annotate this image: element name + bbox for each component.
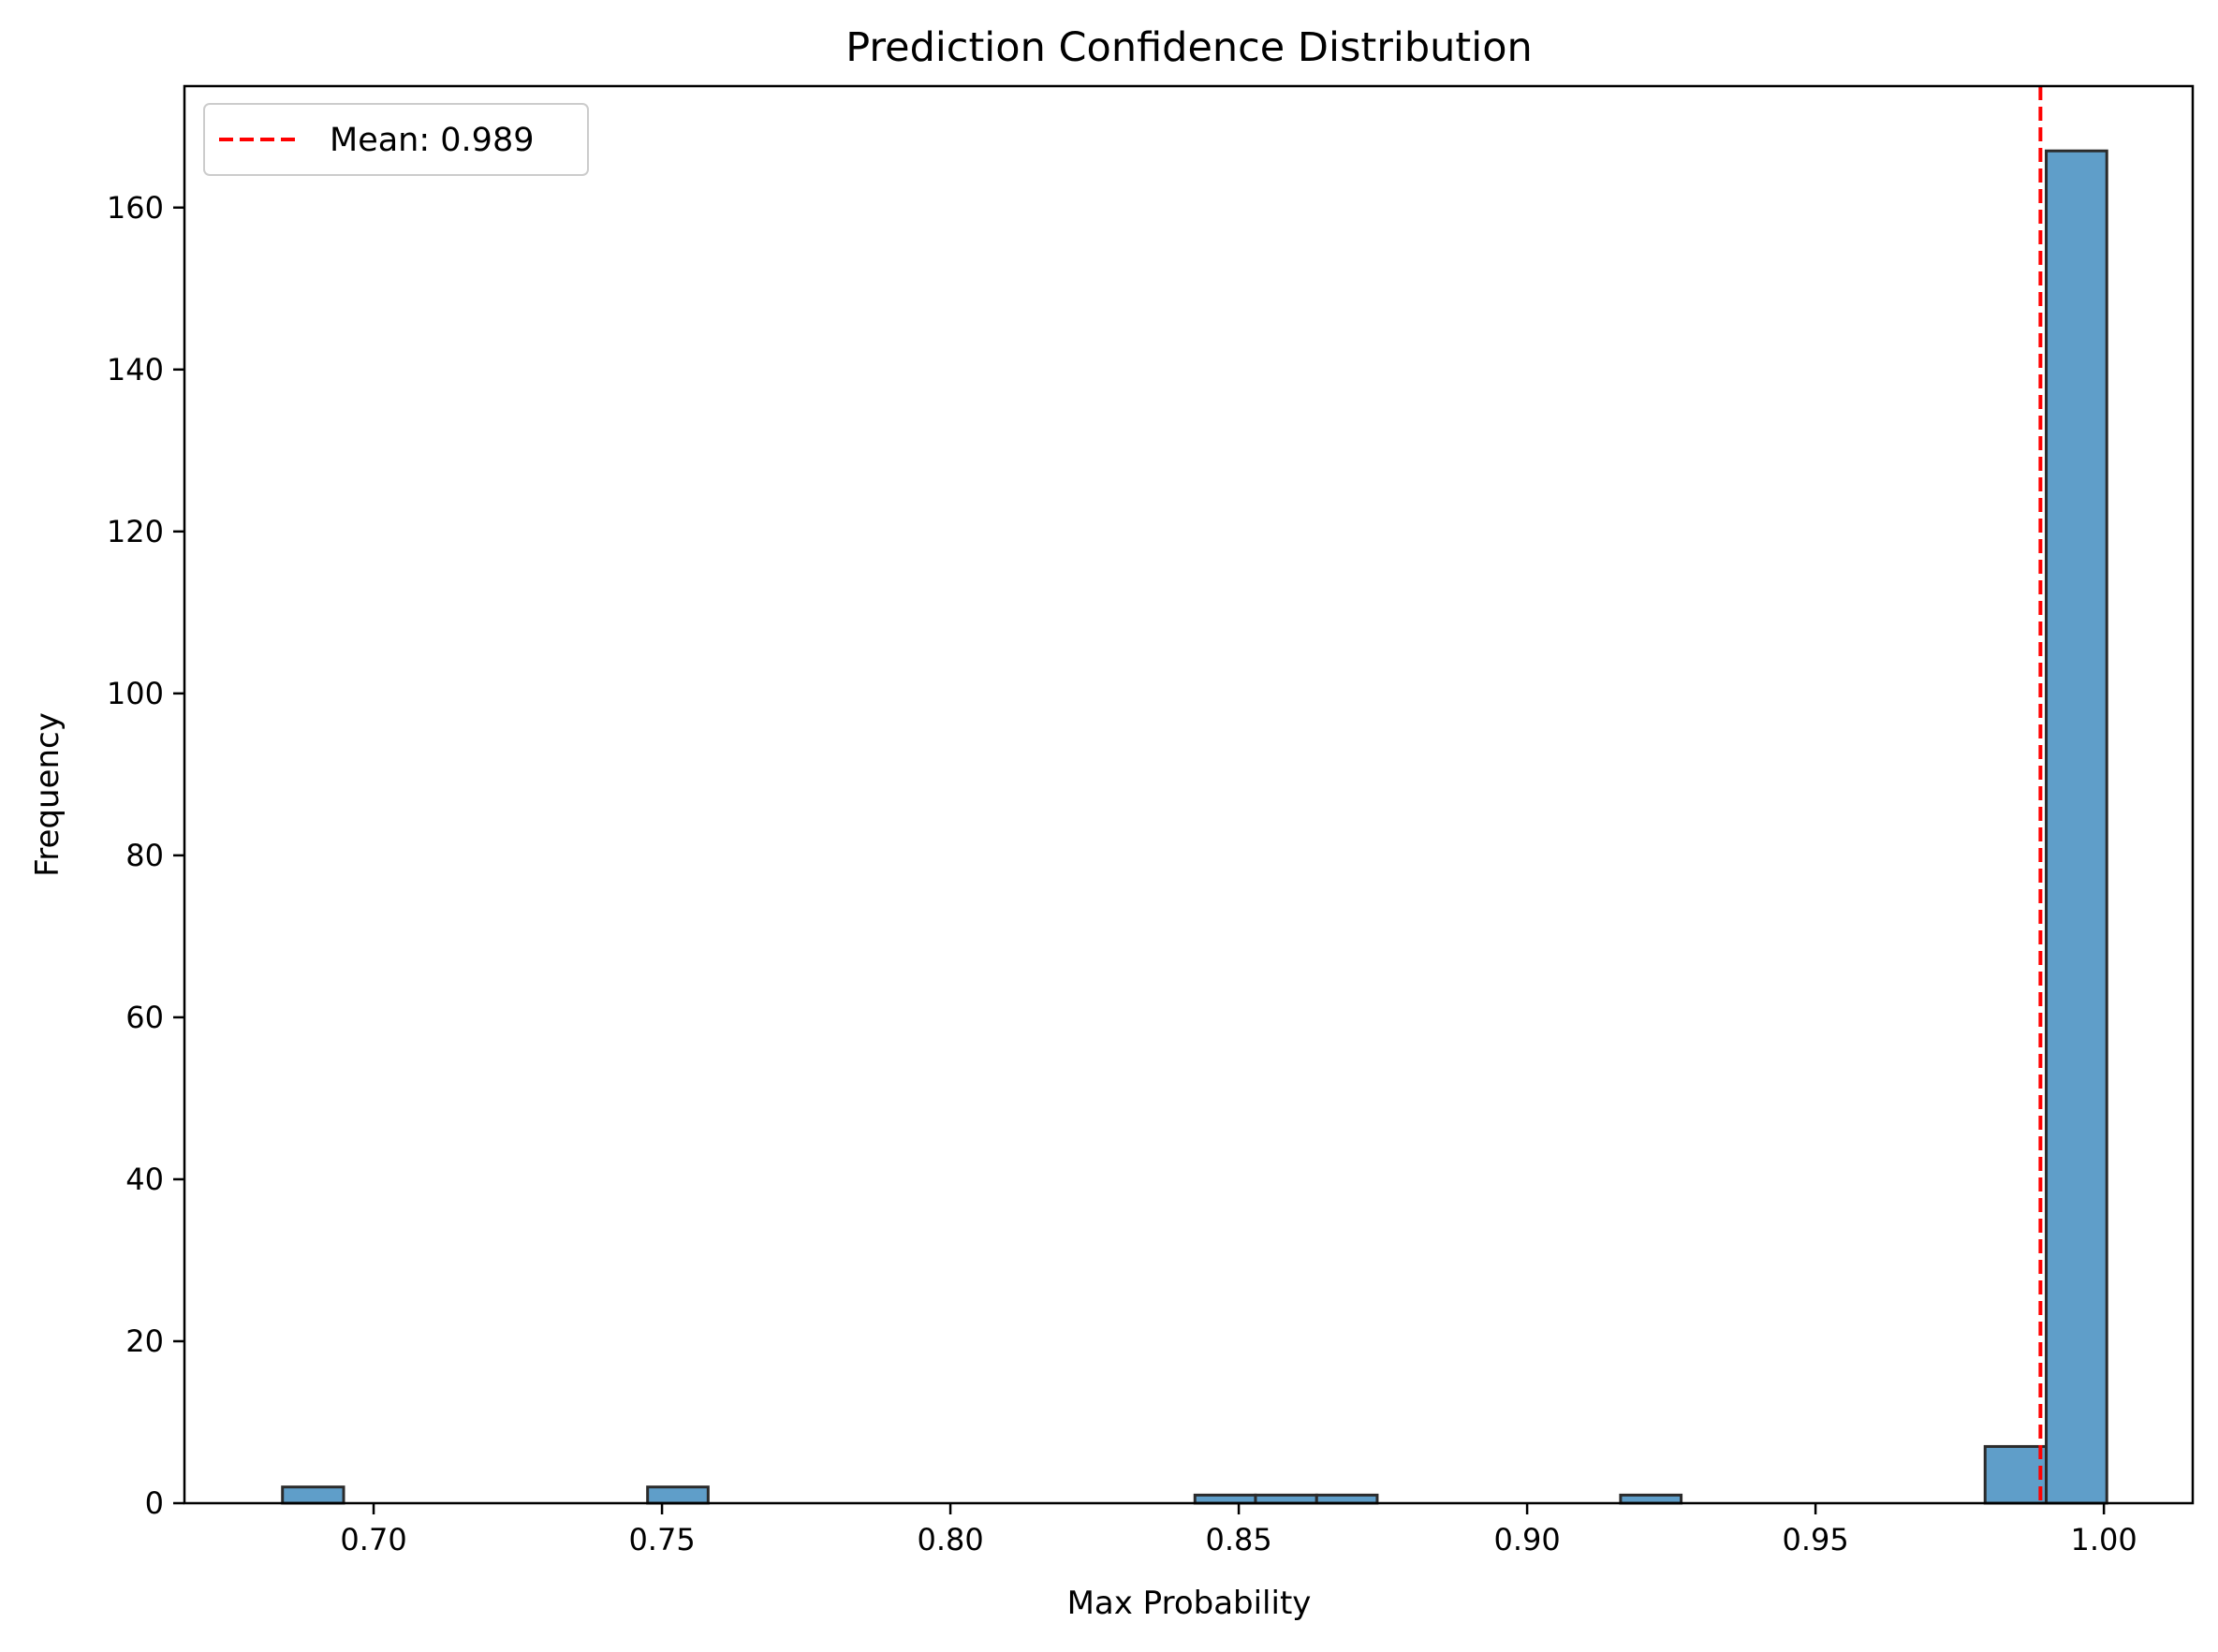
x-tick-label: 0.70 — [340, 1522, 406, 1557]
y-tick-label: 120 — [107, 514, 164, 549]
legend-box — [203, 103, 589, 176]
x-tick-label: 0.80 — [917, 1522, 983, 1557]
y-tick-label: 60 — [125, 1000, 164, 1035]
x-tick-label: 0.90 — [1493, 1522, 1560, 1557]
histogram-bar — [281, 1485, 345, 1505]
plot-area-frame — [183, 84, 2195, 1505]
x-tick-label: 0.75 — [628, 1522, 695, 1557]
chart-title: Prediction Confidence Distribution — [845, 24, 1533, 71]
x-tick-label: 0.85 — [1205, 1522, 1271, 1557]
x-axis-ticks: 0.70 0.75 0.80 0.85 0.90 0.95 1.00 — [340, 1503, 2137, 1557]
y-tick-label: 0 — [145, 1485, 164, 1521]
y-tick-label: 80 — [125, 838, 164, 873]
legend-entry-mean: Mean: 0.989 — [330, 122, 534, 159]
y-tick-label: 40 — [125, 1162, 164, 1197]
y-tick-label: 100 — [107, 676, 164, 711]
histogram-bar — [1983, 1444, 2049, 1505]
histogram-bar — [1619, 1493, 1683, 1505]
histogram-bar — [1254, 1493, 1318, 1505]
x-tick-label: 0.95 — [1782, 1522, 1848, 1557]
x-axis-label: Max Probability — [1067, 1585, 1312, 1622]
y-tick-label: 140 — [107, 352, 164, 387]
histogram-bar — [2045, 149, 2108, 1505]
y-axis-ticks: 0 20 40 60 80 100 120 140 160 — [107, 190, 184, 1521]
y-axis-label: Frequency — [29, 712, 66, 877]
legend: Mean: 0.989 — [203, 103, 589, 176]
y-tick-label: 160 — [107, 190, 164, 226]
x-tick-label: 1.00 — [2071, 1522, 2137, 1557]
y-tick-label: 20 — [125, 1323, 164, 1359]
histogram-bar — [1193, 1493, 1257, 1505]
histogram-bar — [646, 1485, 710, 1505]
histogram-bar — [1315, 1493, 1379, 1505]
